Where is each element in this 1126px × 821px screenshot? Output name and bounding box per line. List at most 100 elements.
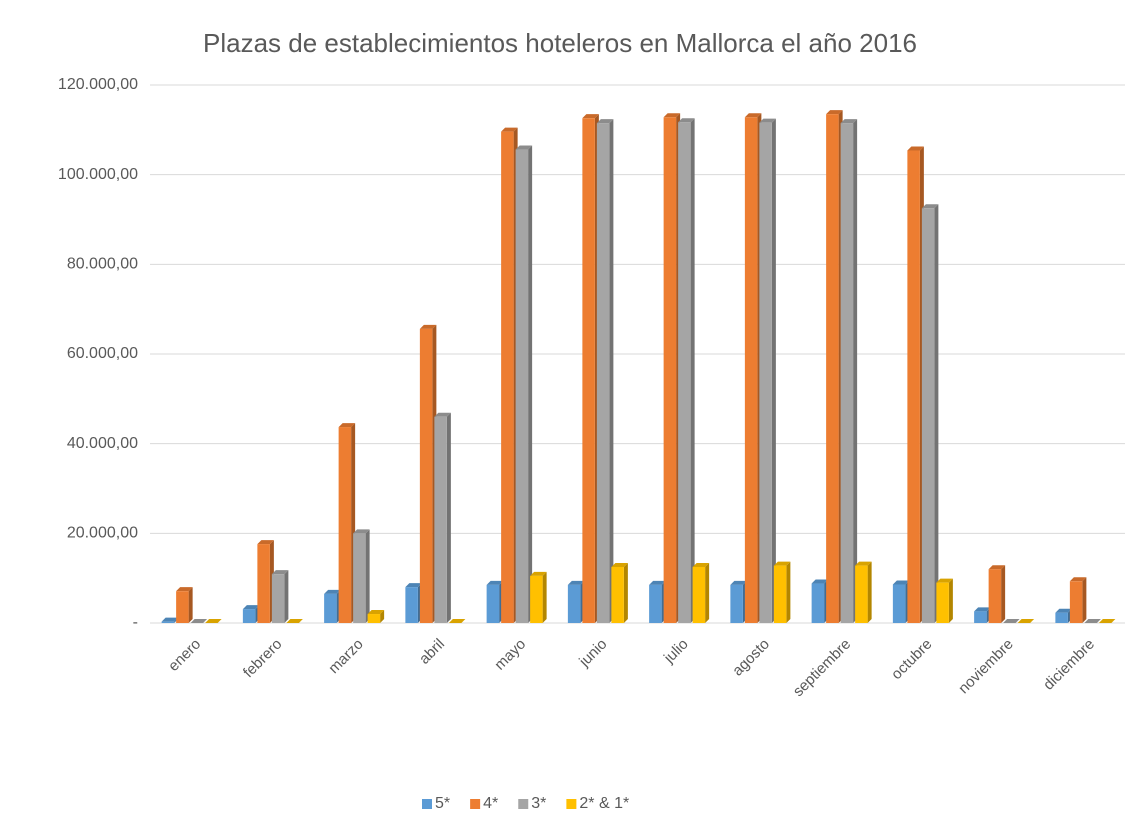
bar-side xyxy=(380,610,385,623)
y-tick-label: - xyxy=(133,614,138,631)
bar xyxy=(501,127,518,624)
bar-top xyxy=(582,114,599,119)
bar xyxy=(582,114,599,623)
bar-side xyxy=(609,119,614,623)
x-tick-label: marzo xyxy=(325,636,366,677)
bar xyxy=(773,561,791,623)
legend-swatch xyxy=(518,799,529,809)
bar-top xyxy=(286,619,303,623)
bar xyxy=(936,578,953,623)
bar-top xyxy=(1084,619,1101,623)
bar xyxy=(405,583,422,623)
bar xyxy=(892,580,910,623)
bar xyxy=(448,619,466,623)
bar xyxy=(1003,619,1020,623)
bar xyxy=(663,113,681,623)
bar-front xyxy=(892,584,906,623)
bar-top xyxy=(1017,619,1035,623)
y-tick-label: 40.000,00 xyxy=(67,435,138,452)
x-tick-label: enero xyxy=(165,636,204,675)
bar-front xyxy=(988,569,1002,623)
bar xyxy=(907,146,924,623)
bar-front xyxy=(405,587,418,623)
bar xyxy=(1069,577,1087,623)
bar-side xyxy=(542,571,547,623)
bar xyxy=(257,540,274,623)
x-tick-label: julio xyxy=(660,636,692,668)
bar-top xyxy=(663,113,681,118)
bar-top xyxy=(257,540,274,545)
bar-front xyxy=(367,614,381,623)
bar xyxy=(176,587,193,623)
bar xyxy=(840,119,858,623)
bar-top xyxy=(936,578,953,583)
bar xyxy=(611,562,628,623)
bar-top xyxy=(907,146,924,151)
bar-top xyxy=(353,529,370,534)
bar xyxy=(190,619,208,623)
y-tick-label: 100.000,00 xyxy=(58,166,138,183)
bar xyxy=(486,580,504,623)
bar xyxy=(1098,619,1116,623)
bar-front xyxy=(611,566,624,623)
bar-top xyxy=(367,610,385,615)
bar-top xyxy=(434,412,451,417)
bar-top xyxy=(567,580,585,585)
bar-side xyxy=(690,118,695,623)
bar-side xyxy=(771,118,776,623)
bar xyxy=(1055,608,1072,623)
bar-top xyxy=(161,617,179,622)
bar xyxy=(744,113,762,623)
x-tick-label: mayo xyxy=(491,636,529,674)
x-tick-label: agosto xyxy=(729,636,773,680)
bar-front xyxy=(855,565,868,623)
bar xyxy=(1084,619,1101,623)
bar-front xyxy=(663,117,677,623)
bar xyxy=(678,118,695,623)
bar-side xyxy=(623,562,628,623)
y-tick-label: 20.000,00 xyxy=(67,525,138,542)
bar xyxy=(338,423,356,623)
x-tick-label: septiembre xyxy=(790,636,854,700)
bar-top xyxy=(448,619,466,623)
bar-front xyxy=(530,575,543,623)
bar-top xyxy=(324,589,341,594)
bar-front xyxy=(730,584,743,623)
bar xyxy=(324,589,341,623)
bar-front xyxy=(271,574,285,623)
bar-side xyxy=(705,562,710,623)
bar-front xyxy=(161,621,175,623)
x-tick-label: febrero xyxy=(240,636,286,682)
bar-front xyxy=(582,118,595,623)
bar-front xyxy=(744,117,758,623)
bar-top xyxy=(205,619,222,623)
bar-front xyxy=(515,149,529,623)
bar-side xyxy=(365,529,370,623)
bar-top xyxy=(338,423,356,428)
bar-top xyxy=(1069,577,1087,582)
bar xyxy=(286,619,303,623)
bar-side xyxy=(786,561,791,623)
bar xyxy=(649,580,666,623)
bar-front xyxy=(338,427,352,623)
legend-swatch xyxy=(470,799,481,809)
bar xyxy=(730,580,747,623)
bar-top xyxy=(759,118,776,123)
bar-top xyxy=(1003,619,1020,623)
bar-top xyxy=(611,562,628,567)
legend-label: 3* xyxy=(531,795,546,812)
bar-top xyxy=(486,580,504,585)
bar-top xyxy=(826,110,843,115)
bar xyxy=(242,605,260,623)
bar-front xyxy=(486,584,500,623)
bar xyxy=(759,118,776,623)
legend-swatch xyxy=(422,799,432,809)
bar-top xyxy=(1098,619,1116,623)
bar xyxy=(596,119,614,623)
bar xyxy=(367,610,385,623)
bar-front xyxy=(840,123,854,623)
bar-side xyxy=(1001,565,1006,623)
bar-front xyxy=(434,416,447,623)
bar-front xyxy=(176,591,189,623)
